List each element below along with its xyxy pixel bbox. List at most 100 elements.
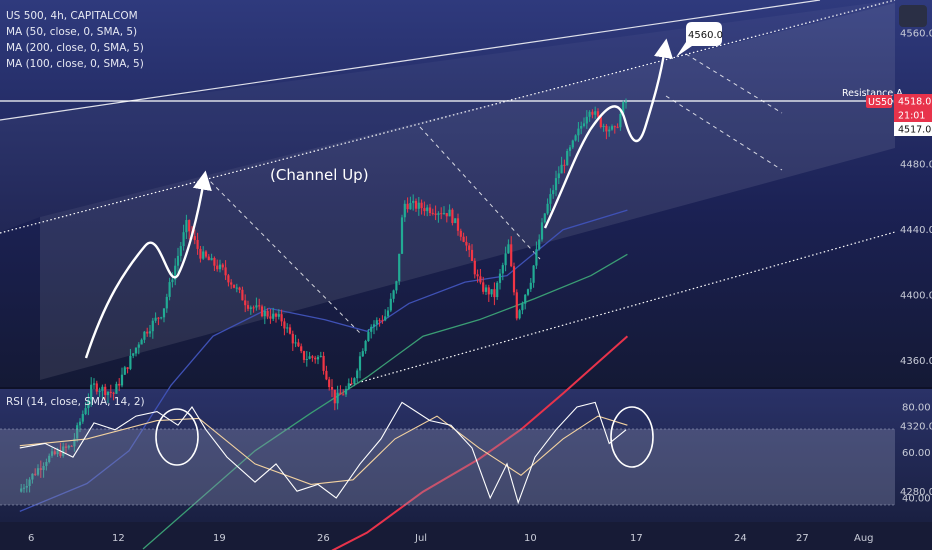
candle-body	[31, 473, 34, 480]
target-callout[interactable]: 4560.0	[676, 22, 723, 57]
candle-body	[283, 321, 286, 329]
time-axis-background	[0, 522, 932, 550]
candle-body	[616, 126, 619, 128]
candle-body	[440, 213, 443, 215]
candle-body	[400, 217, 404, 254]
candle-body	[344, 388, 348, 395]
candle-body	[291, 333, 294, 344]
candle-body	[126, 367, 129, 369]
candle-body	[342, 394, 345, 396]
price-tick-label: 4360.0	[900, 356, 932, 367]
candle-body	[468, 245, 471, 250]
candle-body	[311, 356, 314, 358]
rsi-axis[interactable]: 40.00 60.00 80.00	[902, 403, 931, 505]
time-axis[interactable]: 6 12 19 26 Jul 10 17 24 27 Aug	[28, 533, 874, 544]
candle-body	[605, 125, 608, 132]
price-tick-label: 4400.0	[900, 291, 932, 302]
candle-body	[274, 313, 278, 317]
candle-body	[154, 317, 157, 321]
price-tag-last-text: 4518.0	[898, 97, 931, 108]
rsi-ma-line	[19, 415, 628, 485]
candle-body	[566, 151, 569, 166]
candle-body	[384, 316, 387, 321]
candle-body	[59, 450, 62, 456]
price-tick-label: 4280.0	[900, 487, 932, 498]
candle-body	[322, 355, 325, 371]
candle-body	[479, 276, 482, 283]
candle-body	[526, 289, 530, 295]
candlestick-layer	[20, 98, 628, 493]
candle-body	[258, 305, 261, 307]
candle-body	[25, 486, 28, 488]
candle-body	[196, 240, 199, 249]
candle-body	[235, 287, 238, 289]
candle-body	[244, 300, 247, 306]
candle-body	[431, 212, 434, 214]
candle-body	[70, 445, 73, 447]
symbol-tag-text: US500	[868, 97, 899, 108]
rsi-layer	[19, 401, 628, 505]
candle-body	[22, 487, 26, 489]
candle-body	[496, 282, 499, 297]
time-tick-label: 17	[630, 533, 643, 544]
time-tick-label: 10	[524, 533, 537, 544]
candle-body	[484, 287, 488, 292]
candle-body	[409, 203, 412, 210]
candle-body	[398, 253, 401, 282]
candle-body	[28, 479, 31, 486]
candle-body	[67, 445, 70, 448]
candle-body	[179, 246, 182, 256]
candle-body	[350, 383, 353, 385]
rsi-indicator-label[interactable]: RSI (14, close, SMA, 14, 2)	[6, 396, 145, 408]
candle-body	[596, 111, 600, 117]
candle-body	[176, 255, 180, 266]
pattern-label: (Channel Up)	[270, 166, 369, 184]
candle-body	[249, 307, 252, 309]
indicator-ma100[interactable]: MA (100, close, 0, SMA, 5)	[6, 58, 144, 70]
candle-body	[426, 207, 429, 212]
candle-body	[423, 208, 426, 212]
time-tick-label: Aug	[854, 533, 874, 544]
candle-body	[272, 313, 275, 319]
symbol-title[interactable]: US 500, 4h, CAPITALCOM	[6, 10, 138, 22]
price-tag-countdown-text: 21:01	[898, 111, 925, 122]
time-tick-label: 26	[317, 533, 330, 544]
candle-body	[515, 292, 518, 319]
candle-body	[210, 258, 213, 261]
candle-body	[490, 289, 493, 295]
candle-body	[171, 279, 174, 283]
candle-body	[538, 239, 541, 250]
indicator-ma200[interactable]: MA (200, close, 0, SMA, 5)	[6, 42, 144, 54]
candle-body	[372, 324, 376, 327]
candle-body	[146, 331, 149, 334]
candle-body	[599, 116, 602, 127]
candle-body	[64, 446, 68, 448]
candle-body	[300, 346, 303, 352]
candle-body	[160, 317, 163, 319]
candle-body	[132, 353, 135, 356]
candle-body	[451, 209, 454, 223]
candle-body	[129, 355, 132, 369]
hand-drawn-curve-1	[84, 170, 212, 359]
symbol-tag: US500	[866, 95, 899, 108]
candle-body	[613, 126, 616, 128]
candle-body	[269, 316, 272, 319]
candle-body	[582, 123, 586, 126]
candle-body	[445, 213, 448, 217]
price-axis[interactable]: 4280.0 4320.0 4360.0 4400.0 4440.0 4480.0 4560…	[900, 29, 932, 499]
candle-body	[84, 408, 87, 415]
hand-drawn-curve-2	[543, 38, 674, 229]
candle-body	[557, 173, 560, 179]
app-logo[interactable]	[899, 5, 927, 27]
indicator-ma50[interactable]: MA (50, close, 0, SMA, 5)	[6, 26, 138, 38]
candle-body	[134, 347, 138, 354]
candle-body	[521, 303, 524, 311]
candle-body	[115, 383, 118, 394]
candle-body	[476, 274, 479, 277]
candle-body	[546, 203, 549, 214]
candle-body	[252, 307, 255, 309]
candle-body	[378, 320, 381, 322]
candle-body	[157, 317, 160, 319]
candle-body	[375, 320, 378, 325]
